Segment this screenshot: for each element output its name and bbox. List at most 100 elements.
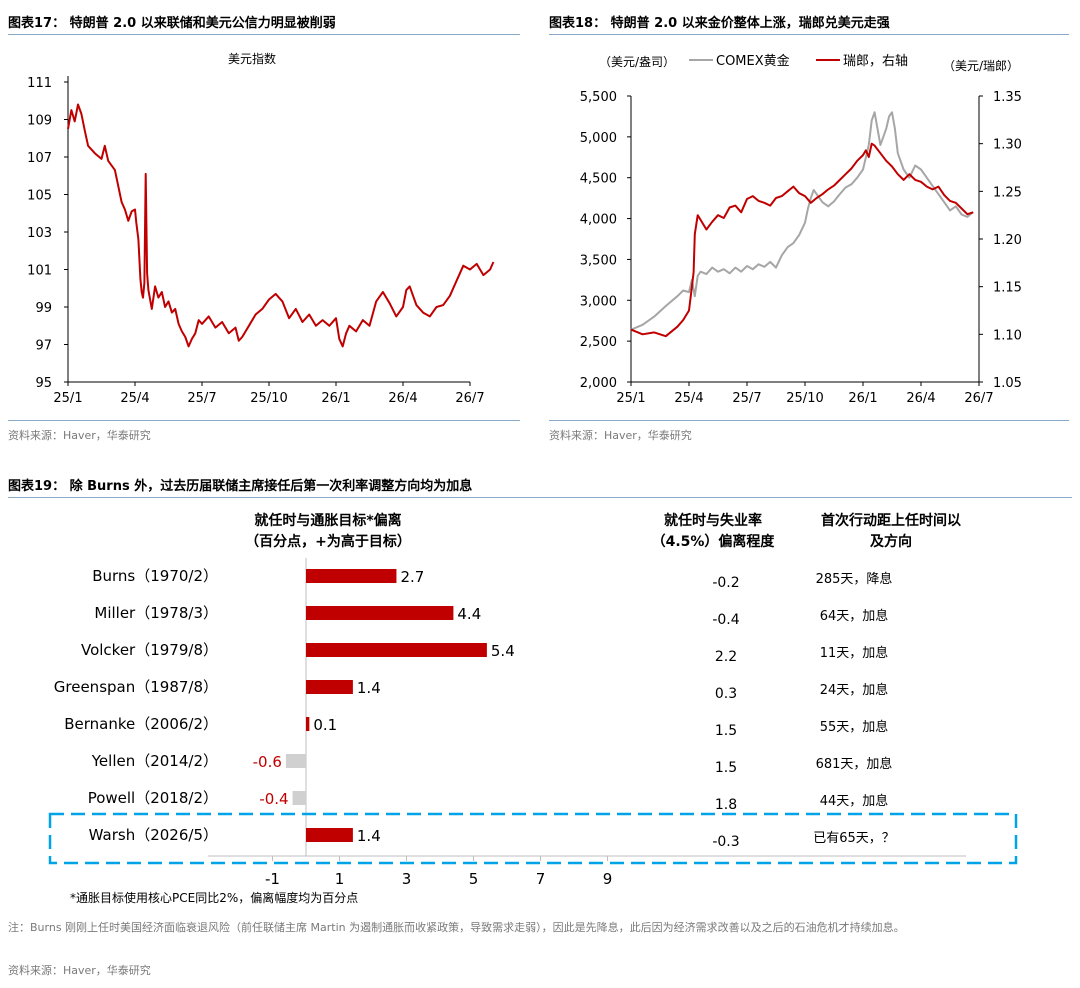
first-action-value: 681天，加息 — [816, 756, 893, 772]
chair-label: Warsh（2026/5） — [89, 826, 218, 844]
y-tick-label: 97 — [35, 339, 52, 354]
chart19-rule — [8, 497, 1072, 498]
x-tick-label: 25/7 — [187, 391, 216, 406]
deviation-value-label: 4.4 — [457, 605, 481, 623]
x-tick-label: 26/4 — [906, 391, 935, 406]
x-tick-label: 25/4 — [120, 391, 149, 406]
chart18-source: 资料来源：Haver，华泰研究 — [549, 429, 692, 442]
unemp-header-line2: （4.5%）偏离程度 — [652, 533, 776, 550]
deviation-bar — [292, 791, 306, 805]
unemp-value: -0.2 — [712, 575, 739, 591]
unemp-value: 1.8 — [715, 797, 737, 813]
chart17-source: 资料来源：Haver，华泰研究 — [8, 429, 151, 442]
y-tick-label: 101 — [27, 264, 52, 279]
right-unit-label: （美元/瑞郎） — [943, 59, 1019, 73]
chair-label: Volcker（1979/8） — [81, 641, 218, 659]
chart17-rule — [8, 34, 520, 35]
y-tick-label: 95 — [35, 376, 52, 391]
deviation-bar — [306, 643, 487, 657]
unemp-value: 1.5 — [715, 723, 737, 739]
right-tick-label: 1.20 — [993, 233, 1022, 248]
deviation-value-label: 5.4 — [491, 642, 515, 660]
legend-gold-label: COMEX黄金 — [716, 53, 790, 69]
deviation-value-label: 1.4 — [357, 679, 381, 697]
right-tick-label: 1.10 — [993, 328, 1022, 343]
chair-label: Burns（1970/2） — [92, 567, 218, 585]
unemp-value: 2.2 — [715, 649, 737, 665]
unemp-value: 1.5 — [715, 760, 737, 776]
x-tick-label: 3 — [402, 870, 412, 888]
deviation-value-label: 2.7 — [400, 568, 424, 586]
y-tick-label: 107 — [27, 151, 52, 166]
first-action-value: 44天，加息 — [820, 793, 889, 809]
x-tick-label: 1 — [335, 870, 345, 888]
chart19-title: 图表19： 除 Burns 外，过去历届联储主席接任后第一次利率调整方向均为加息 — [8, 479, 473, 494]
y-tick-label: 105 — [27, 189, 52, 204]
x-tick-label: 5 — [469, 870, 479, 888]
x-tick-label: 26/7 — [455, 391, 484, 406]
x-tick-label: 25/4 — [674, 391, 703, 406]
chart19-note: 注：Burns 刚刚上任时美国经济面临衰退风险（前任联储主席 Martin 为遏… — [8, 921, 905, 934]
first-action-value: 24天，加息 — [820, 682, 889, 698]
deviation-value-label: 1.4 — [357, 827, 381, 845]
right-tick-label: 1.30 — [993, 138, 1022, 153]
gold-series-line — [630, 111, 974, 331]
right-tick-label: 1.35 — [993, 90, 1022, 105]
deviation-bar — [306, 606, 454, 620]
chart19-plot: 就任时与通胀目标*偏离 （百分点，+为高于目标） 就任时与失业率 （4.5%）偏离程度… — [48, 512, 1018, 905]
deviation-bar — [306, 569, 397, 583]
first-action-value: 55天，加息 — [820, 719, 889, 735]
deviation-value-label: -0.6 — [253, 753, 282, 771]
left-unit-label: （美元/盎司） — [599, 55, 675, 69]
x-tick-label: 7 — [536, 870, 546, 888]
dxy-series-line — [67, 103, 495, 348]
x-tick-label: 26/7 — [964, 391, 993, 406]
first-action-value: 已有65天，？ — [813, 831, 895, 846]
first-action-header-line2: 及方向 — [870, 533, 912, 550]
x-tick-label: 25/7 — [732, 391, 761, 406]
deviation-value-label: 0.1 — [313, 716, 337, 734]
y-tick-label: 103 — [27, 226, 52, 241]
legend-chf-label: 瑞郎，右轴 — [843, 54, 908, 69]
chair-label: Miller（1978/3） — [94, 604, 218, 622]
x-tick-label: 25/10 — [250, 391, 287, 406]
left-tick-label: 4,000 — [580, 213, 617, 228]
left-tick-label: 3,500 — [580, 253, 617, 268]
chair-label: Yellen（2014/2） — [91, 752, 218, 770]
y-tick-label: 109 — [27, 114, 52, 129]
deviation-header-line1: 就任时与通胀目标*偏离 — [254, 512, 401, 529]
left-tick-label: 4,500 — [580, 172, 617, 187]
first-action-value: 64天，加息 — [820, 608, 889, 624]
chart18-bottom-rule — [549, 420, 1069, 421]
left-tick-label: 5,000 — [580, 131, 617, 146]
deviation-bar — [285, 754, 306, 768]
y-tick-label: 111 — [27, 76, 52, 91]
chart18-rule — [549, 34, 1069, 35]
chf-series-line — [630, 142, 974, 338]
highlight-box — [48, 812, 1018, 865]
chair-label: Greenspan（1987/8） — [54, 678, 218, 696]
x-tick-label: 25/10 — [786, 391, 823, 406]
chart19-source: 资料来源：Haver，华泰研究 — [8, 964, 151, 977]
unemp-value: 0.3 — [715, 686, 737, 702]
deviation-bar — [306, 680, 353, 694]
x-tick-label: 25/1 — [616, 391, 645, 406]
first-action-value: 11天，加息 — [820, 645, 889, 661]
x-tick-label: 26/4 — [388, 391, 417, 406]
left-tick-label: 2,500 — [580, 335, 617, 350]
chart17-title: 图表17： 特朗普 2.0 以来联储和美元公信力明显被削弱 — [8, 16, 336, 31]
first-action-value: 285天，降息 — [816, 571, 893, 587]
left-tick-label: 3,000 — [580, 294, 617, 309]
chair-label: Bernanke（2006/2） — [64, 715, 218, 733]
footnote: *通胀目标使用核心PCE同比2%，偏离幅度均为百分点 — [70, 890, 358, 905]
chart17-series-title: 美元指数 — [228, 51, 276, 66]
chart17-bottom-rule — [8, 420, 520, 421]
right-tick-label: 1.15 — [993, 281, 1022, 296]
unemp-value: -0.3 — [712, 834, 739, 850]
first-action-header-line1: 首次行动距上任时间以 — [821, 512, 961, 529]
x-tick-label: 9 — [603, 870, 613, 888]
right-tick-label: 1.25 — [993, 185, 1022, 200]
x-tick-label: 26/1 — [321, 391, 350, 406]
deviation-bar — [306, 828, 353, 842]
x-tick-label: 25/1 — [53, 391, 82, 406]
